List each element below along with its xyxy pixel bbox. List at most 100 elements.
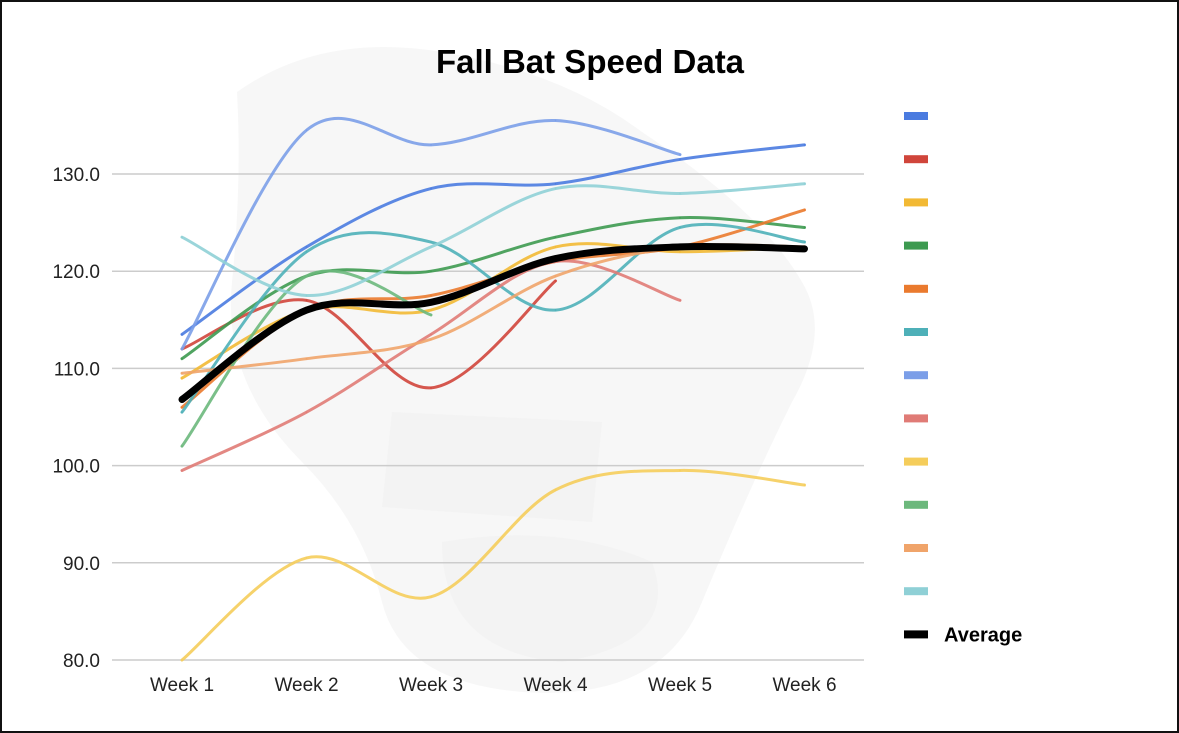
y-tick-label: 80.0 (63, 651, 100, 672)
data-point (181, 348, 183, 350)
data-point (430, 294, 432, 297)
data-point (679, 469, 681, 472)
data-point (181, 377, 183, 379)
series-6 (180, 222, 806, 414)
series-7 (180, 116, 682, 351)
legend-item (904, 457, 928, 466)
data-point (554, 257, 557, 260)
data-point (305, 129, 308, 132)
legend-swatch (904, 371, 928, 380)
legend-swatch (904, 112, 928, 120)
data-point (181, 357, 183, 360)
legend-swatch (904, 587, 928, 596)
data-point (679, 216, 681, 219)
data-point (305, 299, 308, 302)
data-point (679, 192, 681, 195)
series-average (178, 242, 808, 404)
data-point (803, 226, 806, 229)
data-point (803, 241, 806, 243)
x-tick-label: Week 4 (523, 675, 588, 696)
data-point (305, 357, 308, 360)
x-axis-ticks: Week 1 Week 2 Week 3 Week 4 Week 5 Week 6 (150, 675, 837, 696)
legend-item (904, 500, 928, 509)
series-line (180, 279, 557, 390)
data-point (305, 275, 308, 277)
legend-swatch (904, 500, 928, 509)
series-9 (180, 468, 806, 662)
watermark (230, 47, 815, 693)
data-point (554, 236, 557, 238)
legend: Average (904, 112, 1022, 646)
y-axis-ticks: 80.0 90.0 100.0 110.0 120.0 130.0 (52, 165, 100, 672)
data-point (554, 187, 557, 190)
data-point (430, 246, 432, 248)
data-point (181, 398, 183, 401)
y-tick-label: 100.0 (52, 457, 100, 478)
series-line (180, 222, 806, 414)
y-tick-label: 90.0 (63, 554, 100, 575)
data-point (181, 659, 183, 661)
x-tick-label: Week 1 (150, 675, 214, 696)
data-point (679, 250, 681, 253)
series-1 (180, 143, 806, 336)
legend-item (904, 284, 928, 293)
legend-swatch (904, 328, 928, 336)
legend-label: Average (944, 624, 1022, 646)
data-point (430, 241, 432, 243)
data-point (430, 187, 432, 190)
x-tick-label: Week 2 (274, 675, 338, 696)
legend-item (904, 544, 928, 552)
data-point (554, 280, 557, 282)
data-point (430, 144, 432, 146)
series-line (180, 116, 682, 351)
data-point (554, 275, 557, 277)
data-point (181, 411, 183, 413)
legend-item (904, 414, 928, 423)
legend-item (904, 328, 928, 336)
legend-swatch (904, 630, 928, 639)
data-point (679, 299, 681, 302)
legend-swatch (904, 457, 928, 466)
x-tick-label: Week 6 (772, 675, 836, 696)
data-point (430, 309, 432, 311)
legend-swatch (904, 155, 928, 164)
x-tick-label: Week 3 (399, 675, 463, 696)
average-line (178, 242, 808, 404)
data-point (430, 596, 432, 598)
legend-item (904, 112, 928, 120)
data-point (181, 469, 183, 472)
x-tick-label: Week 5 (648, 675, 712, 696)
data-point (181, 333, 183, 336)
legend-swatch (904, 414, 928, 423)
chart-title: Fall Bat Speed Data (436, 43, 745, 80)
data-point (803, 209, 806, 211)
data-point (430, 314, 432, 316)
data-point (679, 158, 681, 161)
data-point (430, 301, 432, 304)
data-point (803, 484, 806, 486)
data-point (181, 372, 183, 375)
y-tick-label: 120.0 (52, 262, 100, 283)
legend-swatch (904, 544, 928, 552)
data-point (181, 236, 183, 238)
data-point (554, 119, 557, 122)
data-point (305, 309, 308, 311)
legend-item (904, 198, 928, 207)
data-point (803, 182, 806, 185)
data-point (430, 270, 432, 273)
legend-item (904, 155, 928, 164)
y-tick-label: 130.0 (52, 165, 100, 186)
data-point (803, 248, 806, 250)
data-point (305, 411, 308, 413)
data-point (554, 489, 557, 491)
data-point (430, 387, 432, 389)
series-12 (180, 182, 806, 298)
data-point (679, 226, 681, 229)
data-point (181, 445, 183, 447)
data-point (305, 557, 308, 559)
data-point (679, 246, 681, 248)
data-point (554, 246, 557, 248)
series-line (180, 468, 806, 662)
